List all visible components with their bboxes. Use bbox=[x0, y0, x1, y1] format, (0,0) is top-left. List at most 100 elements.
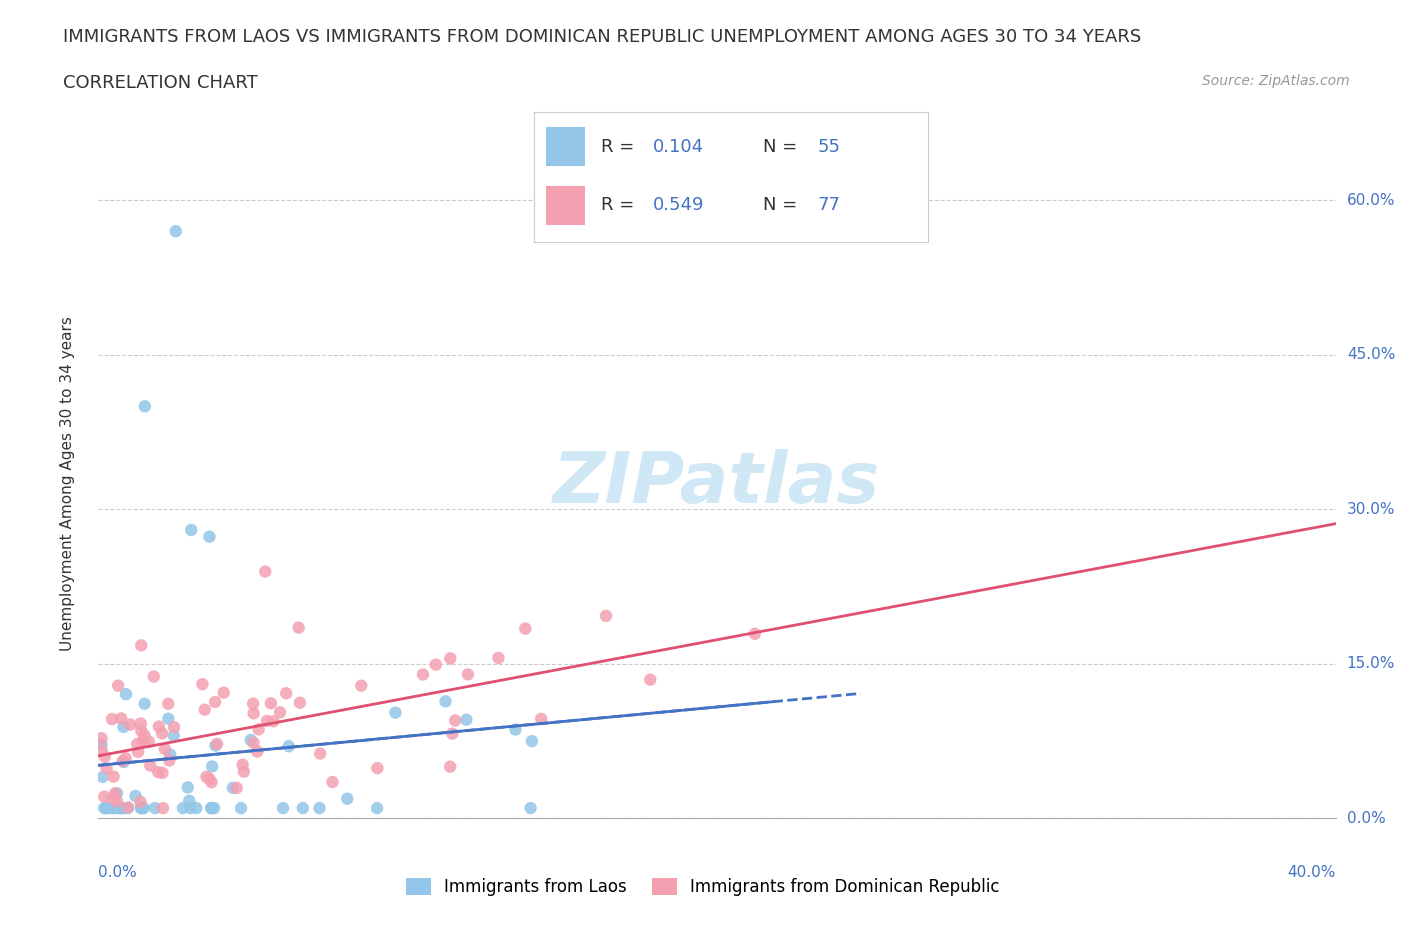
Point bbox=[90, 743, 112, 758]
Point bbox=[439, 651, 461, 666]
Text: N =: N = bbox=[762, 138, 803, 155]
Point bbox=[152, 801, 174, 816]
Point bbox=[148, 764, 170, 779]
Point bbox=[202, 801, 225, 816]
Point bbox=[595, 608, 617, 623]
Point bbox=[129, 724, 152, 738]
Point bbox=[239, 733, 262, 748]
Point bbox=[105, 794, 128, 809]
Point bbox=[287, 620, 309, 635]
Text: N =: N = bbox=[762, 196, 803, 214]
Point bbox=[153, 741, 176, 756]
Text: 55: 55 bbox=[818, 138, 841, 155]
Point bbox=[108, 801, 131, 816]
Point bbox=[520, 734, 543, 749]
Point bbox=[117, 800, 139, 815]
Text: R =: R = bbox=[602, 196, 640, 214]
Point bbox=[142, 670, 165, 684]
Point bbox=[115, 686, 138, 701]
Point bbox=[288, 696, 311, 711]
Point bbox=[425, 658, 447, 672]
Point bbox=[200, 775, 222, 790]
Point bbox=[308, 801, 330, 816]
Point bbox=[254, 565, 277, 579]
Point bbox=[638, 672, 661, 687]
Point bbox=[205, 737, 228, 751]
Point bbox=[100, 801, 122, 816]
Point bbox=[276, 685, 298, 700]
Point bbox=[256, 713, 278, 728]
Text: CORRELATION CHART: CORRELATION CHART bbox=[63, 74, 259, 92]
Point bbox=[384, 705, 406, 720]
Text: 0.549: 0.549 bbox=[652, 196, 704, 214]
Point bbox=[107, 678, 129, 693]
Point bbox=[366, 801, 388, 816]
Text: 30.0%: 30.0% bbox=[1347, 502, 1395, 517]
Point bbox=[505, 722, 527, 737]
Point bbox=[165, 224, 187, 239]
Point bbox=[96, 801, 118, 816]
Point bbox=[150, 726, 173, 741]
Point bbox=[225, 780, 247, 795]
Point bbox=[195, 769, 218, 784]
Point bbox=[277, 738, 299, 753]
Point bbox=[336, 791, 359, 806]
Point bbox=[247, 722, 270, 737]
Point bbox=[204, 695, 226, 710]
Point bbox=[457, 667, 479, 682]
Point bbox=[111, 753, 134, 768]
Point bbox=[93, 790, 115, 804]
Point bbox=[200, 801, 222, 816]
Point bbox=[444, 713, 467, 728]
Point bbox=[93, 801, 115, 816]
Point bbox=[105, 786, 128, 801]
Point bbox=[108, 801, 131, 816]
Point bbox=[120, 717, 142, 732]
Point bbox=[148, 719, 170, 734]
Point bbox=[321, 775, 343, 790]
Point bbox=[201, 759, 224, 774]
Text: 15.0%: 15.0% bbox=[1347, 657, 1395, 671]
Point bbox=[110, 711, 132, 726]
Point bbox=[191, 677, 214, 692]
Point bbox=[124, 789, 146, 804]
Text: Source: ZipAtlas.com: Source: ZipAtlas.com bbox=[1202, 74, 1350, 88]
Point bbox=[114, 751, 136, 765]
Point bbox=[291, 801, 314, 816]
Point bbox=[530, 711, 553, 726]
Point bbox=[439, 759, 461, 774]
Point bbox=[350, 678, 373, 693]
Point bbox=[101, 791, 124, 806]
Point bbox=[177, 780, 200, 795]
Point bbox=[112, 754, 135, 769]
Point bbox=[519, 801, 541, 816]
Point bbox=[486, 650, 509, 665]
Point bbox=[204, 738, 226, 753]
Point bbox=[515, 621, 537, 636]
Point bbox=[129, 794, 152, 809]
Point bbox=[179, 801, 201, 816]
Point bbox=[229, 801, 252, 816]
Text: R =: R = bbox=[602, 138, 640, 155]
Point bbox=[157, 753, 180, 768]
Point bbox=[180, 523, 202, 538]
Point bbox=[90, 731, 112, 746]
Text: 0.104: 0.104 bbox=[652, 138, 703, 155]
Point bbox=[110, 801, 132, 816]
Point bbox=[194, 702, 217, 717]
Point bbox=[134, 399, 156, 414]
Point bbox=[101, 711, 124, 726]
Point bbox=[134, 728, 156, 743]
Point bbox=[132, 801, 155, 816]
Point bbox=[242, 706, 264, 721]
Point bbox=[132, 801, 155, 816]
Bar bbox=[546, 186, 585, 225]
Point bbox=[152, 765, 174, 780]
Point bbox=[163, 728, 186, 743]
Point bbox=[143, 801, 166, 816]
Text: 0.0%: 0.0% bbox=[98, 865, 138, 880]
Point bbox=[222, 780, 245, 795]
Y-axis label: Unemployment Among Ages 30 to 34 years: Unemployment Among Ages 30 to 34 years bbox=[60, 316, 75, 651]
Point bbox=[232, 764, 254, 779]
Point bbox=[134, 697, 156, 711]
